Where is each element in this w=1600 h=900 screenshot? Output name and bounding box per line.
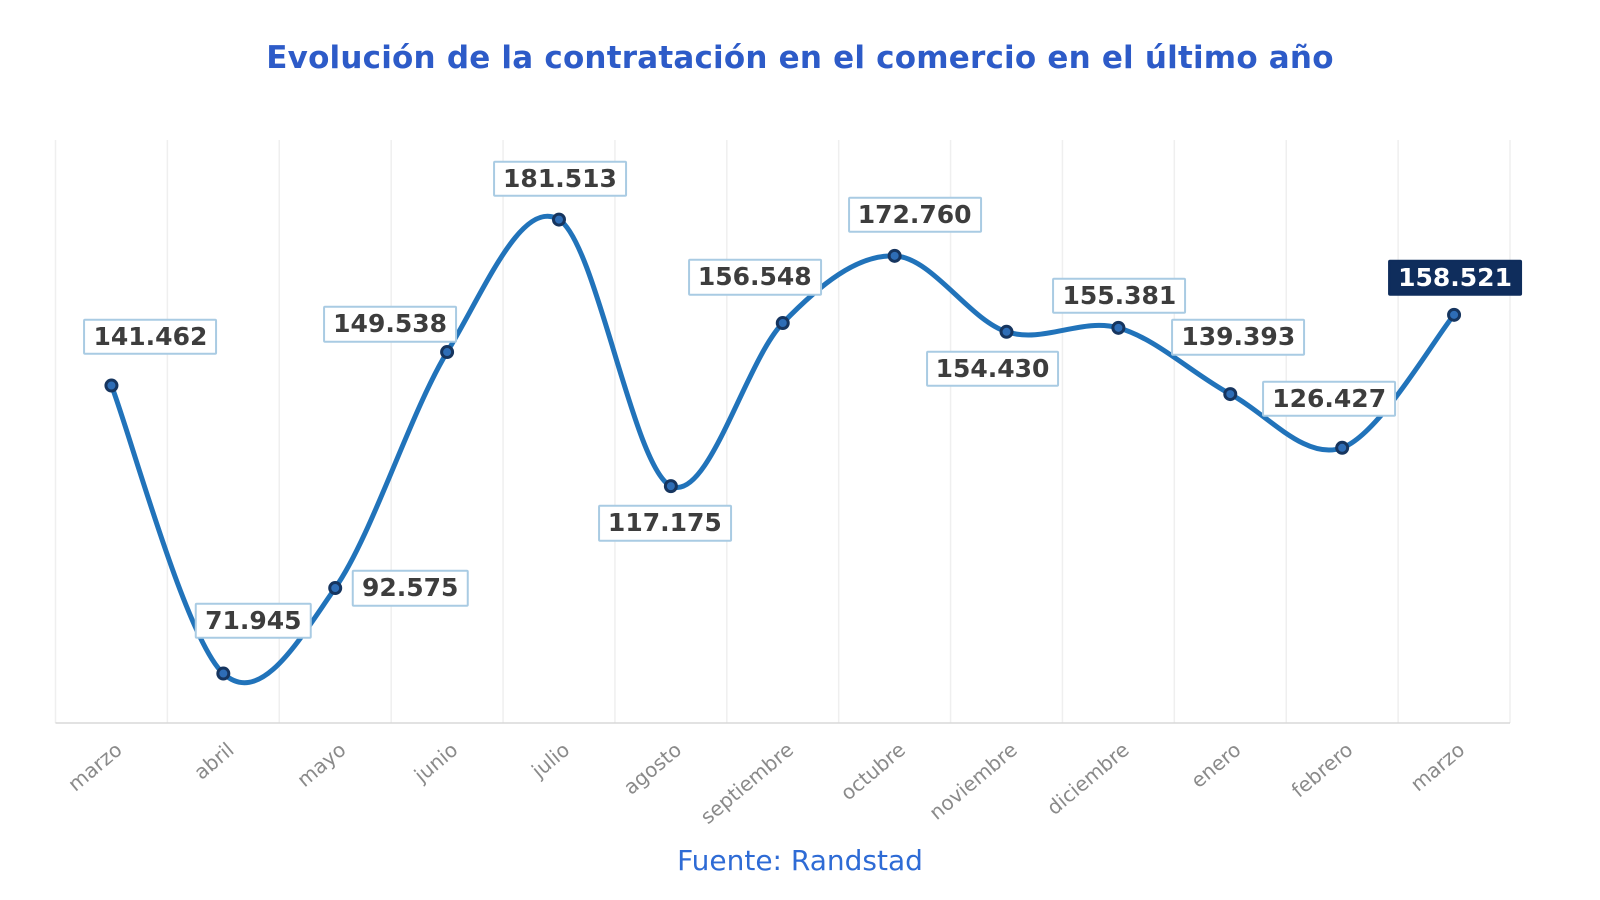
data-point-marker — [1335, 440, 1350, 455]
gridlines-group — [54, 140, 1511, 723]
data-point-marker — [1447, 307, 1462, 322]
x-axis-label: julio — [526, 737, 574, 783]
x-axis-label: diciembre — [1042, 737, 1134, 819]
source-credit: Fuente: Randstad — [677, 844, 923, 877]
x-axis-labels-group: marzo abril mayo junio julio agosto septiembre… — [63, 737, 1469, 828]
x-axis-label: marzo — [1406, 737, 1469, 796]
data-point-marker — [104, 378, 119, 393]
x-axis-label: octubre — [836, 737, 910, 805]
x-axis-label: agosto — [619, 737, 686, 799]
data-point-marker — [887, 248, 902, 263]
x-axis-label: septiembre — [696, 737, 798, 828]
data-point-marker — [775, 316, 790, 331]
data-point-marker — [328, 581, 343, 596]
data-point-marker — [551, 212, 566, 227]
data-point-marker — [440, 345, 455, 360]
data-point-marker — [1111, 320, 1126, 335]
x-axis-label: marzo — [63, 737, 126, 796]
x-axis-label: febrero — [1287, 737, 1358, 802]
chart-title: Evolución de la contratación en el comer… — [266, 40, 1334, 76]
x-axis-label: abril — [189, 737, 238, 784]
line-series — [108, 213, 1457, 686]
data-point-marker — [663, 479, 678, 494]
x-axis-label: noviembre — [924, 737, 1021, 824]
x-axis-label: enero — [1186, 737, 1245, 792]
x-axis-label: junio — [409, 737, 463, 787]
data-point-marker — [999, 324, 1014, 339]
data-point-marker — [216, 666, 231, 681]
data-point-marker — [1223, 387, 1238, 402]
x-axis-label: mayo — [292, 737, 350, 791]
data-points-group — [104, 212, 1462, 681]
